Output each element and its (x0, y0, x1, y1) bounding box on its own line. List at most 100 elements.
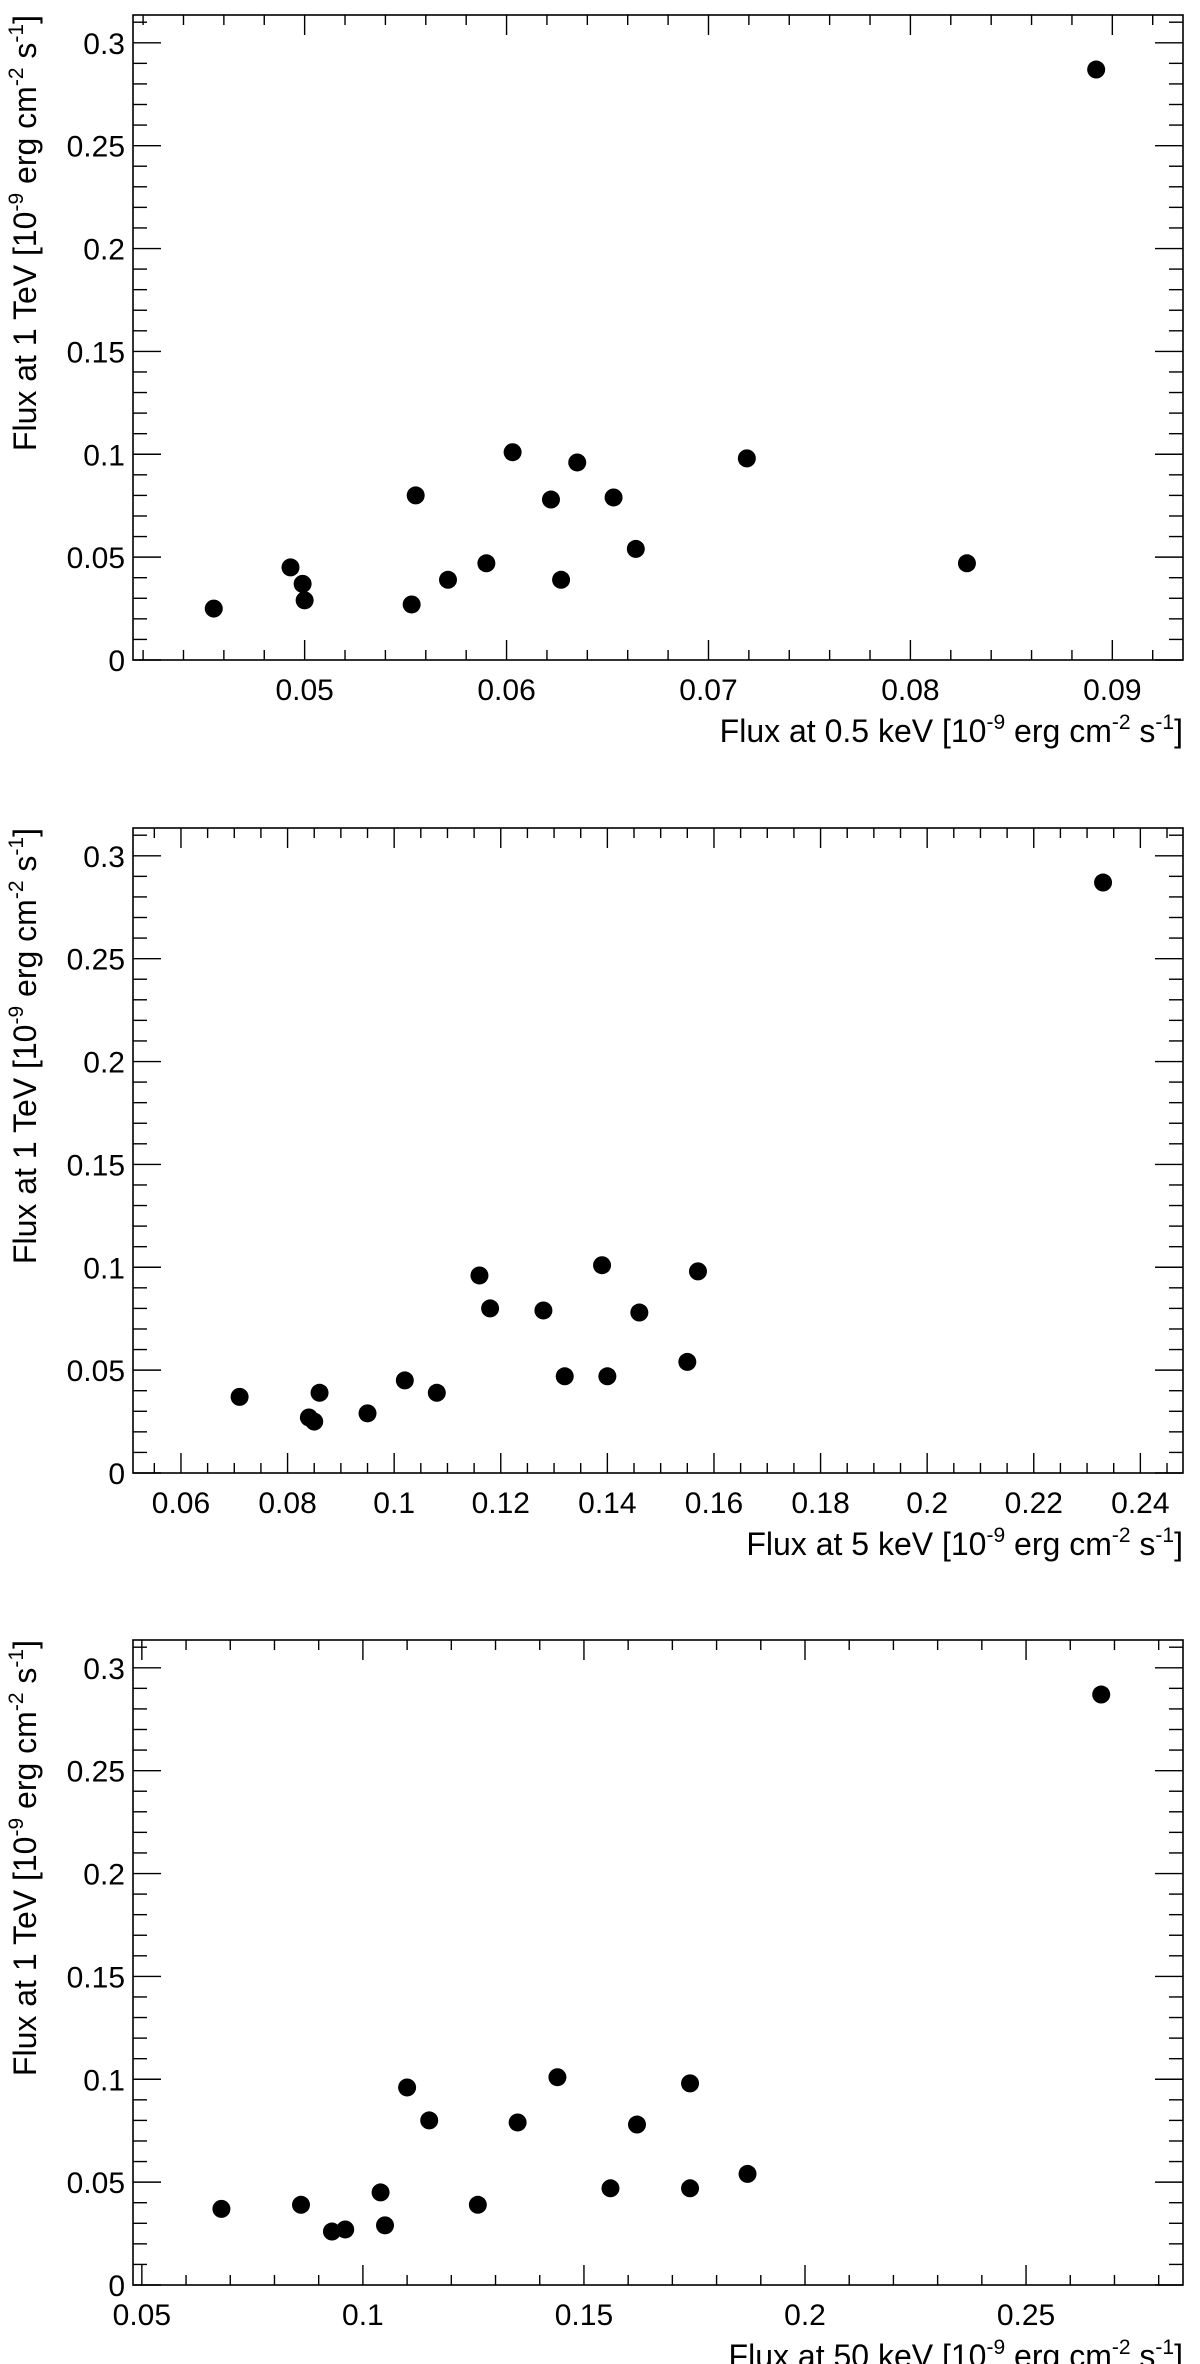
axis-label-part-exp2: -2 (5, 67, 28, 86)
axis-label-part-exp3: -1 (5, 24, 28, 43)
data-point (593, 1256, 612, 1275)
x-axis-label: Flux at 5 keV [10-9 erg cm-2 s-1] (746, 1524, 1183, 1562)
axis-label-part-exp1: -9 (986, 711, 1005, 734)
axis-label-part-exp1: -9 (5, 1818, 28, 1837)
axis-label-part-mid1: erg cm (1005, 2338, 1112, 2364)
data-point (336, 2220, 355, 2239)
data-point (688, 1262, 707, 1281)
y-tick-label: 0.05 (67, 2167, 125, 2200)
data-point (470, 1266, 489, 1285)
data-point (508, 2113, 527, 2132)
axis-label-part-exp2: -2 (1112, 711, 1131, 734)
x-tick-label: 0.07 (679, 674, 737, 707)
axis-label-part-mid2: s (1131, 713, 1156, 749)
y-tick-label: 0 (108, 1458, 125, 1491)
axis-label-part-end: ] (7, 828, 43, 837)
axis-label-part-main: Flux at 1 TeV [10 (7, 212, 43, 452)
x-tick-label: 0.22 (1005, 1487, 1063, 1520)
panel-3: 0.05 0.1 0.15 0.2 0.2500.050.10.150.20.250.3… (5, 1639, 1184, 2364)
data-point (477, 554, 496, 573)
axis-label-part-end: ] (7, 15, 43, 24)
x-tick-label: 0.12 (472, 1487, 530, 1520)
x-tick-label: 0.08 (258, 1487, 316, 1520)
x-tick-label: 0.08 (881, 674, 939, 707)
axis-label-part-mid2: s (7, 1668, 43, 1693)
data-point (230, 1387, 249, 1406)
y-tick-label: 0.3 (83, 28, 125, 61)
axis-label-part-exp2: -2 (5, 1692, 28, 1711)
data-point (548, 2068, 567, 2087)
axis-label-part-mid1: erg cm (7, 86, 43, 193)
data-point (406, 486, 425, 505)
data-point (626, 539, 645, 558)
data-point (398, 2078, 417, 2097)
axis-label-part-mid2: s (1131, 2338, 1156, 2364)
x-tick-label: 0.2 (784, 2299, 826, 2332)
axis-label-part-mid1: erg cm (1005, 1526, 1112, 1562)
y-axis-label: Flux at 1 TeV [10-9 erg cm-2 s-1] (5, 1640, 43, 2076)
x-tick-label: 0.06 (152, 1487, 210, 1520)
data-point (371, 2183, 390, 2202)
data-point (598, 1367, 617, 1386)
data-point (541, 490, 560, 509)
x-tick-label: 0.15 (555, 2299, 613, 2332)
y-tick-label: 0.1 (83, 1252, 125, 1285)
data-point (601, 2179, 620, 2198)
x-tick-label: 0.09 (1083, 674, 1141, 707)
axis-label-part-exp1: -9 (5, 1006, 28, 1025)
axis-label-part-main: Flux at 1 TeV [10 (7, 1837, 43, 2077)
data-point (681, 2074, 700, 2093)
y-tick-label: 0.15 (67, 1961, 125, 1994)
axis-label-part-exp3: -1 (1155, 1524, 1174, 1547)
y-tick-label: 0.05 (67, 1355, 125, 1388)
plot-frame (132, 1639, 1184, 2286)
axis-label-part-exp2: -2 (1112, 2336, 1131, 2359)
x-tick-label: 0.18 (791, 1487, 849, 1520)
x-tick-label: 0.05 (113, 2299, 171, 2332)
y-tick-label: 0.25 (67, 131, 125, 164)
axis-label-part-exp3: -1 (5, 837, 28, 856)
data-point (628, 2115, 646, 2134)
data-point (305, 1412, 324, 1431)
data-point (358, 1404, 377, 1423)
data-point (402, 595, 421, 614)
data-point (604, 488, 623, 507)
y-tick-label: 0.05 (67, 542, 125, 575)
data-point (568, 453, 587, 472)
data-point (1092, 1685, 1111, 1704)
y-tick-label: 0.2 (83, 234, 125, 267)
x-tick-label: 0.05 (275, 674, 333, 707)
data-point (681, 2179, 700, 2198)
x-axis-label: Flux at 50 keV [10-9 erg cm-2 s-1] (729, 2336, 1183, 2364)
data-point (420, 2111, 439, 2130)
data-point (376, 2216, 394, 2235)
axis-label-part-end: ] (1174, 1526, 1183, 1562)
y-tick-label: 0.15 (67, 336, 125, 369)
data-point (503, 443, 522, 462)
axis-label-part-exp1: -9 (5, 193, 28, 212)
x-tick-label: 0.16 (685, 1487, 743, 1520)
axis-label-part-mid1: erg cm (7, 1711, 43, 1818)
data-point (395, 1371, 414, 1390)
data-point (1094, 873, 1113, 892)
data-point (293, 574, 312, 593)
data-point (738, 2164, 757, 2183)
axis-label-part-mid2: s (7, 856, 43, 881)
y-tick-label: 0.25 (67, 944, 125, 977)
data-point (737, 449, 756, 468)
y-tick-label: 0 (108, 645, 125, 678)
y-tick-label: 0.1 (83, 439, 125, 472)
data-point (1087, 60, 1106, 79)
axis-label-part-main: Flux at 0.5 keV [10 (720, 713, 987, 749)
x-tick-label: 0.06 (477, 674, 535, 707)
data-point (310, 1383, 329, 1402)
x-tick-label: 0.24 (1111, 1487, 1169, 1520)
data-point (427, 1383, 446, 1402)
axis-label-part-end: ] (7, 1640, 43, 1649)
x-tick-label: 0.2 (906, 1487, 948, 1520)
y-axis-label: Flux at 1 TeV [10-9 erg cm-2 s-1] (5, 828, 43, 1264)
axis-label-part-exp1: -9 (986, 1524, 1005, 1547)
y-tick-label: 0.2 (83, 1047, 125, 1080)
